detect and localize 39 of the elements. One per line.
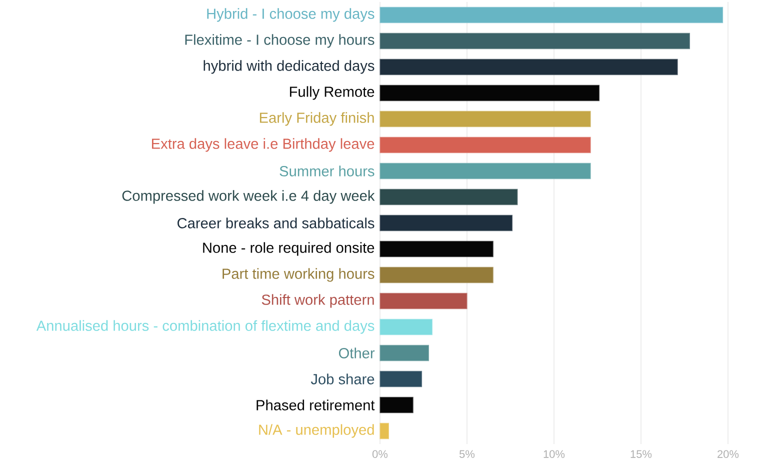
bar (380, 344, 430, 362)
y-tick-label: Other (338, 348, 375, 358)
bar (380, 136, 591, 154)
y-tick-label: hybrid with dedicated days (204, 60, 374, 74)
bar (380, 318, 432, 336)
bar (380, 58, 678, 76)
bar (380, 110, 591, 128)
bar (380, 162, 591, 180)
x-tick-label: 10% (544, 450, 565, 458)
y-tick-label: Hybrid - I choose my days (207, 8, 374, 22)
bar (380, 84, 600, 102)
x-tick-label: 5% (459, 450, 475, 458)
y-tick-label: Compressed work week i.e 4 day week (122, 190, 375, 204)
bar (380, 240, 494, 258)
y-tick-label: Job share (310, 374, 374, 384)
y-tick-label: Extra days leave i.e Birthday leave (152, 138, 374, 152)
y-tick-label: Annualised hours - combination of flextime and days (36, 320, 374, 334)
y-tick-label: Phased retirement (256, 400, 375, 410)
x-tick-label: 20% (718, 450, 739, 458)
x-tick-label: 15% (630, 450, 652, 458)
y-tick-label: Career breaks and sabbaticals (178, 218, 374, 228)
y-tick-label: Early Friday finish (260, 112, 374, 126)
y-tick-label: Flexitime - I choose my hours (185, 34, 374, 48)
y-tick-label: N/A - unemployed (259, 424, 374, 438)
y-tick-label: None - role required onsite (203, 242, 374, 256)
bar (380, 188, 518, 206)
x-tick-label: 0% (372, 450, 388, 458)
bar (380, 292, 468, 310)
bar (380, 370, 422, 388)
bar (380, 214, 513, 232)
y-tick-label: Shift work pattern (262, 294, 374, 308)
y-tick-label: Fully Remote (290, 86, 374, 100)
y-tick-label: Summer hours (280, 166, 374, 176)
bar (380, 32, 690, 50)
y-tick-label: Part time working hours (222, 268, 374, 282)
bar (380, 266, 494, 284)
bar (380, 6, 724, 24)
bar (380, 422, 389, 440)
bar (380, 396, 414, 414)
